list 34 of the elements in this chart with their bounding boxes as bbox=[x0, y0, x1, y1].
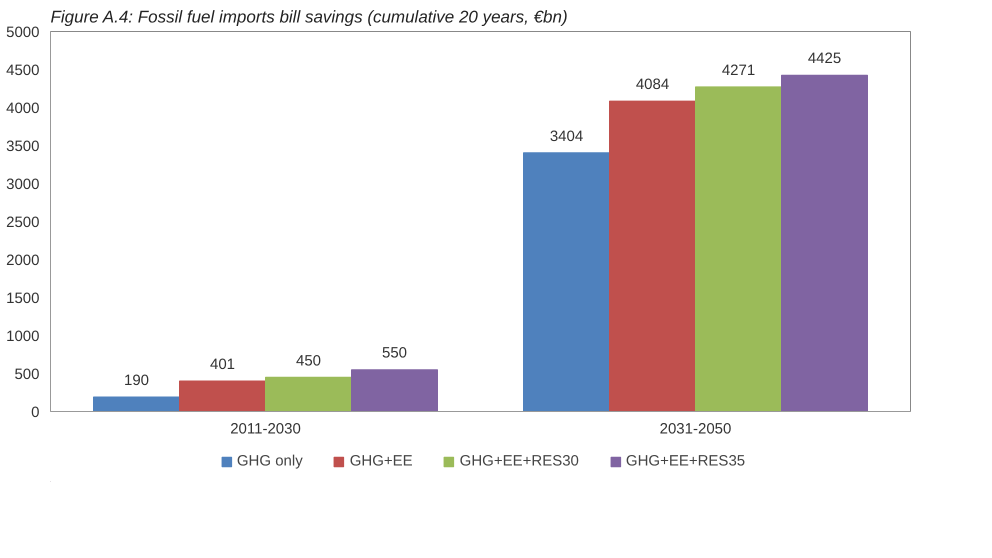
bar bbox=[351, 369, 438, 412]
bar bbox=[265, 376, 352, 412]
bar bbox=[781, 74, 868, 412]
data-label: 4084 bbox=[636, 76, 670, 94]
data-label: 190 bbox=[124, 372, 150, 390]
bar bbox=[179, 380, 266, 412]
y-tick-label: 0 bbox=[31, 404, 40, 421]
y-tick-label: 3000 bbox=[6, 176, 40, 193]
x-tick-label: 2031-2050 bbox=[660, 420, 732, 438]
y-tick-label: 2500 bbox=[6, 214, 40, 231]
chart-title: Figure A.4: Fossil fuel imports bill savings (cumulative 20 years, €bn) bbox=[50, 8, 568, 26]
legend-label: GHG+EE+RES30 bbox=[460, 452, 579, 470]
bar bbox=[695, 86, 782, 412]
data-label: 3404 bbox=[550, 128, 584, 145]
legend-label: GHG+EE bbox=[350, 452, 413, 470]
y-tick-label: 5000 bbox=[6, 24, 40, 41]
bar bbox=[609, 100, 696, 412]
data-label: 550 bbox=[382, 344, 408, 362]
x-tick-label: 2011-2030 bbox=[230, 420, 301, 438]
y-tick-label: 2000 bbox=[6, 252, 40, 269]
data-label: 4271 bbox=[722, 62, 756, 79]
y-tick-label: 1000 bbox=[6, 328, 40, 345]
bar bbox=[523, 152, 610, 412]
y-tick-label: 4000 bbox=[6, 100, 40, 117]
y-tick-label: 500 bbox=[14, 366, 40, 383]
y-tick-label: 3500 bbox=[6, 138, 40, 155]
data-label: 401 bbox=[210, 356, 236, 374]
data-label: 4425 bbox=[808, 50, 842, 68]
legend-label: GHG only bbox=[236, 452, 303, 470]
legend-label: GHG+EE+RES35 bbox=[626, 452, 746, 470]
y-tick-label: 4500 bbox=[6, 62, 40, 79]
data-label: 450 bbox=[296, 352, 322, 370]
bar bbox=[93, 396, 180, 412]
y-tick-label: 1500 bbox=[6, 290, 40, 307]
